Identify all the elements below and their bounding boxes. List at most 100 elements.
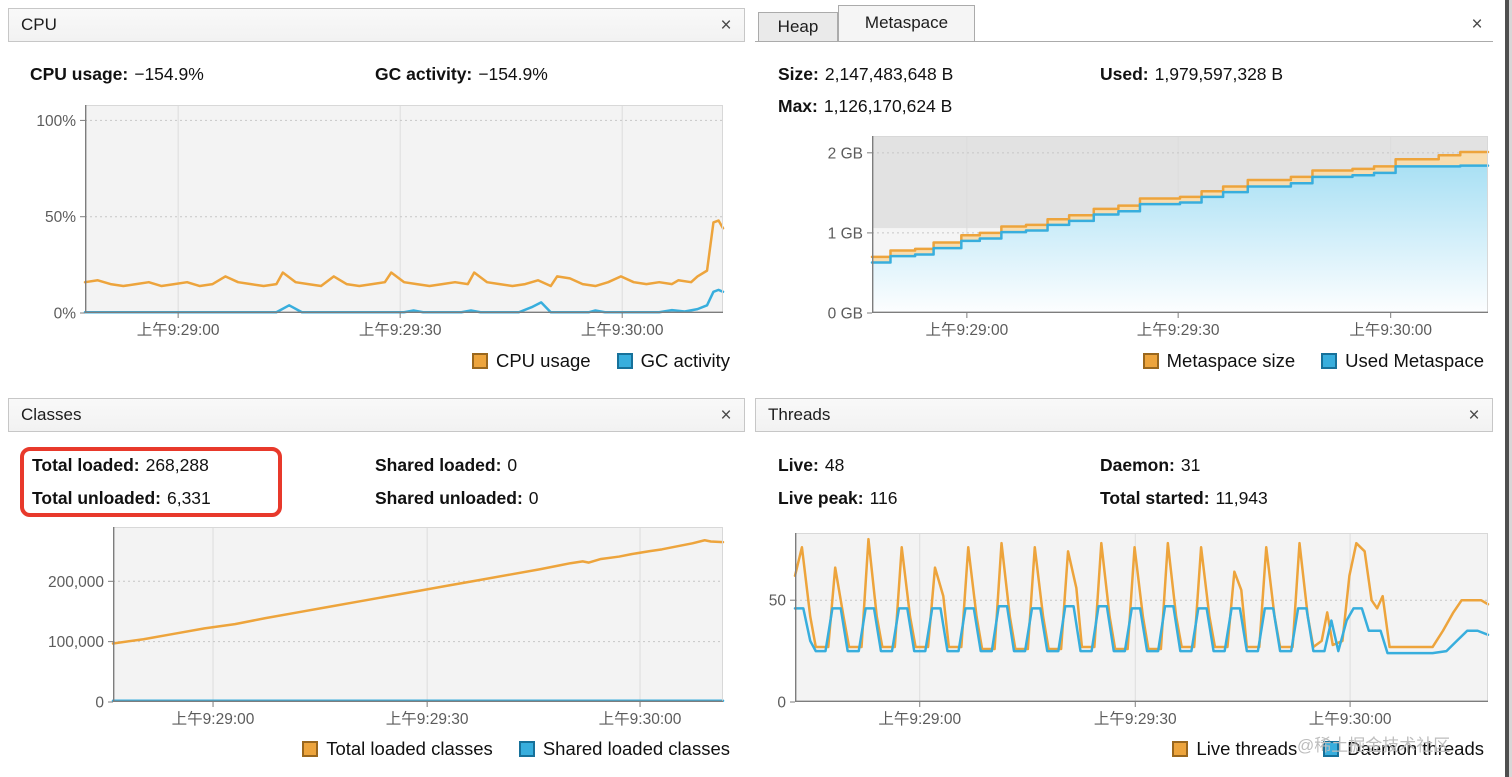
cpu-usage-stat: CPU usage: −154.9% [30, 64, 204, 85]
threads-panel-titlebar: Threads × [755, 398, 1493, 432]
daemon-threads-swatch-icon [1323, 741, 1340, 757]
legend-label: CPU usage [495, 350, 591, 371]
cpu-chart: 0% 50% 100% 上午9:29:00 上午9:29:30 上午9:30:00 [36, 105, 725, 339]
window-edge-rail [1509, 0, 1512, 777]
metaspace-size-label: Size: [778, 64, 819, 84]
watermark: @稀土掘金技术社区 [1297, 736, 1451, 755]
threads-chart: 0 50 上午9:29:00 上午9:29:30 上午9:30:00 [769, 533, 1490, 728]
total-unloaded-label: Total unloaded: [32, 488, 161, 508]
legend-item-gc-activity: GC activity [616, 350, 730, 372]
used-metaspace-swatch-icon [1321, 353, 1338, 369]
threads-panel-close-icon[interactable]: × [1468, 405, 1480, 426]
total-started-stat: Total started: 11,943 [1100, 488, 1268, 509]
svg-text:上午9:29:00: 上午9:29:00 [137, 321, 220, 339]
svg-text:0%: 0% [54, 306, 77, 323]
cpu-panel-titlebar: CPU × [8, 8, 745, 42]
metaspace-max-stat: Max: 1,126,170,624 B [778, 96, 952, 117]
total-unloaded-stat: Total unloaded: 6,331 [32, 488, 211, 509]
legend-label: Metaspace size [1166, 350, 1296, 371]
metaspace-used-value: 1,979,597,328 B [1154, 64, 1284, 84]
classes-panel-close-icon[interactable]: × [720, 405, 732, 426]
svg-text:200,000: 200,000 [48, 574, 104, 591]
live-peak-label: Live peak: [778, 488, 864, 508]
svg-text:上午9:29:00: 上午9:29:00 [172, 710, 255, 728]
svg-text:1 GB: 1 GB [828, 225, 863, 242]
total-unloaded-value: 6,331 [166, 488, 211, 508]
metaspace-max-label: Max: [778, 96, 818, 116]
shared-loaded-stat: Shared loaded: 0 [375, 455, 517, 476]
legend-item-metaspace-size: Metaspace size [1142, 350, 1296, 372]
window-edge-line [1505, 0, 1509, 777]
live-threads-swatch-icon [1172, 741, 1189, 757]
tab-heap-label: Heap [777, 17, 819, 36]
total-loaded-classes-swatch-icon [302, 741, 319, 757]
gc-activity-swatch-icon [616, 353, 633, 369]
cpu-usage-stat-value: −154.9% [134, 64, 204, 84]
shared-unloaded-value: 0 [528, 488, 539, 508]
tab-heap[interactable]: Heap [758, 12, 838, 42]
svg-text:上午9:30:00: 上午9:30:00 [599, 710, 682, 728]
total-loaded-value: 268,288 [145, 455, 209, 475]
cpu-usage-swatch-icon [471, 353, 488, 369]
legend-item-used-metaspace: Used Metaspace [1321, 350, 1484, 372]
metaspace-max-value: 1,126,170,624 B [823, 96, 953, 116]
tab-metaspace[interactable]: Metaspace [838, 5, 975, 42]
svg-text:100%: 100% [36, 113, 76, 130]
svg-text:2 GB: 2 GB [828, 145, 863, 162]
cpu-panel-title: CPU [21, 15, 57, 34]
live-threads-label: Live: [778, 455, 819, 475]
total-started-value: 11,943 [1215, 488, 1268, 508]
tab-metaspace-label: Metaspace [864, 13, 949, 32]
total-loaded-label: Total loaded: [32, 455, 140, 475]
svg-text:上午9:29:00: 上午9:29:00 [878, 710, 961, 728]
legend-label: Daemon threads [1347, 738, 1484, 759]
total-loaded-stat: Total loaded: 268,288 [32, 455, 209, 476]
svg-text:上午9:30:00: 上午9:30:00 [581, 321, 664, 339]
metaspace-chart: 0 GB 1 GB 2 GB 上午9:29:00 上午9:29:30 上午9:30:00 [828, 136, 1490, 339]
legend-item-live-threads: Live threads [1172, 738, 1297, 760]
memory-panel-close-icon[interactable]: × [1471, 14, 1483, 35]
legend-label: Used Metaspace [1345, 350, 1484, 371]
legend-item-total-loaded-classes: Total loaded classes [302, 738, 493, 760]
svg-text:50%: 50% [45, 209, 76, 226]
cpu-panel-close-icon[interactable]: × [720, 15, 732, 36]
classes-chart: 0 100,000 200,000 上午9:29:00 上午9:29:30 上午9:30:… [48, 527, 725, 728]
metaspace-size-value: 2,147,483,648 B [824, 64, 954, 84]
metaspace-used-label: Used: [1100, 64, 1149, 84]
shared-loaded-value: 0 [507, 455, 518, 475]
legend-item-cpu-usage: CPU usage [471, 350, 591, 372]
daemon-threads-label: Daemon: [1100, 455, 1175, 475]
metaspace-chart-legend: Metaspace size Used Metaspace [1142, 350, 1484, 372]
total-started-label: Total started: [1100, 488, 1210, 508]
cpu-chart-legend: CPU usage GC activity [471, 350, 730, 372]
gc-activity-stat-label: GC activity: [375, 64, 473, 84]
svg-text:50: 50 [769, 593, 787, 610]
metaspace-size-swatch-icon [1142, 353, 1159, 369]
svg-text:上午9:29:30: 上午9:29:30 [386, 710, 469, 728]
svg-text:上午9:29:30: 上午9:29:30 [359, 321, 442, 339]
svg-text:上午9:29:30: 上午9:29:30 [1137, 321, 1220, 339]
svg-text:0: 0 [777, 695, 786, 712]
metaspace-used-stat: Used: 1,979,597,328 B [1100, 64, 1283, 85]
legend-label: Live threads [1196, 738, 1298, 759]
svg-text:100,000: 100,000 [48, 634, 104, 651]
classes-chart-legend: Total loaded classes Shared loaded class… [302, 738, 730, 760]
daemon-threads-stat: Daemon: 31 [1100, 455, 1200, 476]
metaspace-size-stat: Size: 2,147,483,648 B [778, 64, 953, 85]
cpu-usage-stat-label: CPU usage: [30, 64, 129, 84]
legend-item-daemon-threads: Daemon threads [1323, 738, 1484, 760]
legend-label: Total loaded classes [326, 738, 493, 759]
shared-unloaded-label: Shared unloaded: [375, 488, 523, 508]
shared-unloaded-stat: Shared unloaded: 0 [375, 488, 539, 509]
gc-activity-stat-value: −154.9% [478, 64, 548, 84]
threads-chart-legend: Live threads Daemon threads [1172, 738, 1484, 760]
svg-text:0 GB: 0 GB [828, 306, 863, 323]
shared-loaded-classes-swatch-icon [518, 741, 535, 757]
svg-text:上午9:29:30: 上午9:29:30 [1094, 710, 1177, 728]
classes-panel-title: Classes [21, 405, 82, 424]
legend-label: Shared loaded classes [542, 738, 730, 759]
svg-text:0: 0 [95, 695, 104, 712]
svg-text:上午9:30:00: 上午9:30:00 [1309, 710, 1392, 728]
svg-text:上午9:29:00: 上午9:29:00 [926, 321, 1009, 339]
